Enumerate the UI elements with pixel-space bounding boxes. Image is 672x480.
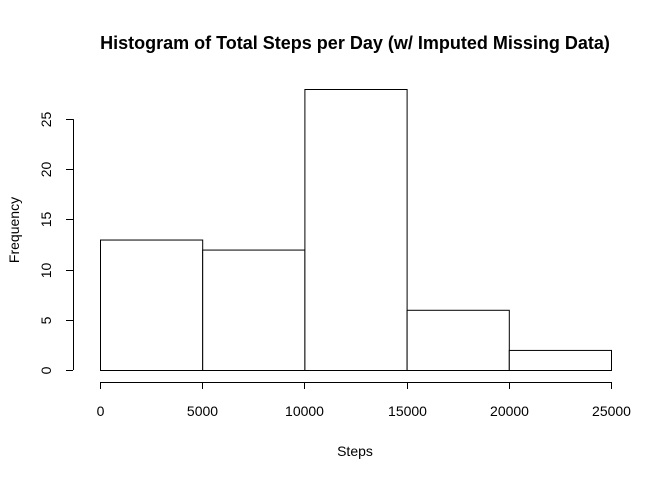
histogram-bar-1 bbox=[100, 239, 204, 371]
y-tick-label: 15 bbox=[38, 212, 54, 228]
y-tick-label: 20 bbox=[38, 162, 54, 178]
y-axis-label: Frequency bbox=[6, 197, 22, 263]
histogram-bar-2 bbox=[202, 249, 306, 371]
y-tick-label: 10 bbox=[38, 263, 54, 279]
x-tick-label: 25000 bbox=[592, 403, 631, 419]
chart-title: Histogram of Total Steps per Day (w/ Imp… bbox=[100, 33, 610, 53]
x-axis: 0 5000 10000 15000 20000 25000 bbox=[97, 382, 631, 419]
y-tick-label: 0 bbox=[38, 366, 54, 374]
histogram-bar-5 bbox=[508, 349, 612, 371]
x-axis-label: Steps bbox=[337, 443, 373, 459]
x-tick-label: 10000 bbox=[285, 403, 324, 419]
x-tick-label: 0 bbox=[97, 403, 105, 419]
y-tick-label: 5 bbox=[38, 316, 54, 324]
x-tick-label: 5000 bbox=[187, 403, 218, 419]
histogram-bar-4 bbox=[406, 309, 510, 371]
bars-group bbox=[100, 89, 612, 371]
histogram-bar-3 bbox=[304, 89, 408, 371]
y-tick-label: 25 bbox=[38, 112, 54, 128]
x-tick-label: 15000 bbox=[388, 403, 427, 419]
y-axis: 0 5 10 15 20 25 bbox=[38, 112, 74, 374]
x-tick-label: 20000 bbox=[490, 403, 529, 419]
